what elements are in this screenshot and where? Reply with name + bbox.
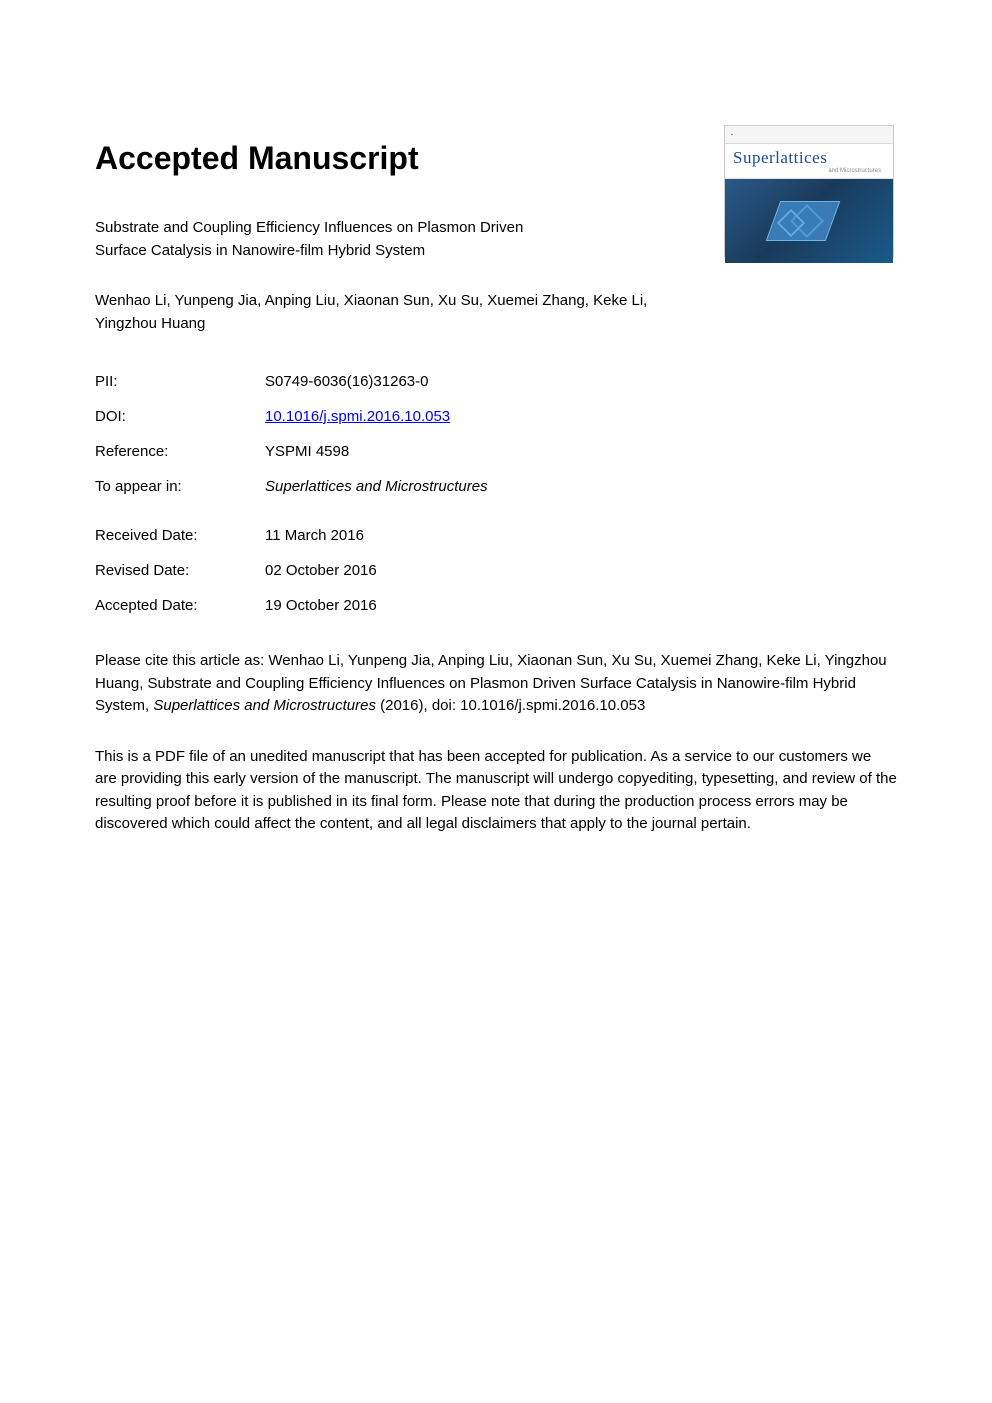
journal-cover-thumbnail: ▪ Superlattices and Microstructures [724,125,894,257]
revised-label: Revised Date: [95,562,265,579]
doi-label: DOI: [95,408,265,425]
meta-row-doi: DOI: 10.1016/j.spmi.2016.10.053 [95,408,897,425]
metadata-table: PII: S0749-6036(16)31263-0 DOI: 10.1016/… [95,373,897,614]
pii-label: PII: [95,373,265,390]
meta-row-appear: To appear in: Superlattices and Microstr… [95,478,897,495]
cover-journal-name: Superlattices and Microstructures [725,144,893,179]
revised-value: 02 October 2016 [265,562,377,579]
appear-value: Superlattices and Microstructures [265,478,488,495]
pii-value: S0749-6036(16)31263-0 [265,373,428,390]
meta-row-revised: Revised Date: 02 October 2016 [95,562,897,579]
received-label: Received Date: [95,527,265,544]
reference-label: Reference: [95,443,265,460]
cover-journal-main: Superlattices [733,148,885,168]
accepted-label: Accepted Date: [95,597,265,614]
cover-image [725,179,893,263]
meta-row-accepted: Accepted Date: 19 October 2016 [95,597,897,614]
meta-row-reference: Reference: YSPMI 4598 [95,443,897,460]
cover-header: ▪ [725,126,893,144]
article-title: Substrate and Coupling Efficiency Influe… [95,217,575,262]
disclaimer-text: This is a PDF file of an unedited manusc… [95,746,897,836]
meta-row-received: Received Date: 11 March 2016 [95,527,897,544]
citation-text: Please cite this article as: Wenhao Li, … [95,650,897,718]
cover-header-left: ▪ [731,132,733,138]
meta-row-pii: PII: S0749-6036(16)31263-0 [95,373,897,390]
doi-link[interactable]: 10.1016/j.spmi.2016.10.053 [265,408,450,425]
citation-suffix: (2016), doi: 10.1016/j.spmi.2016.10.053 [376,697,645,714]
reference-value: YSPMI 4598 [265,443,349,460]
accepted-value: 19 October 2016 [265,597,377,614]
citation-journal: Superlattices and Microstructures [153,697,376,714]
cover-journal-sub: and Microstructures [733,168,885,174]
appear-label: To appear in: [95,478,265,495]
authors-list: Wenhao Li, Yunpeng Jia, Anping Liu, Xiao… [95,290,695,335]
received-value: 11 March 2016 [265,527,364,544]
